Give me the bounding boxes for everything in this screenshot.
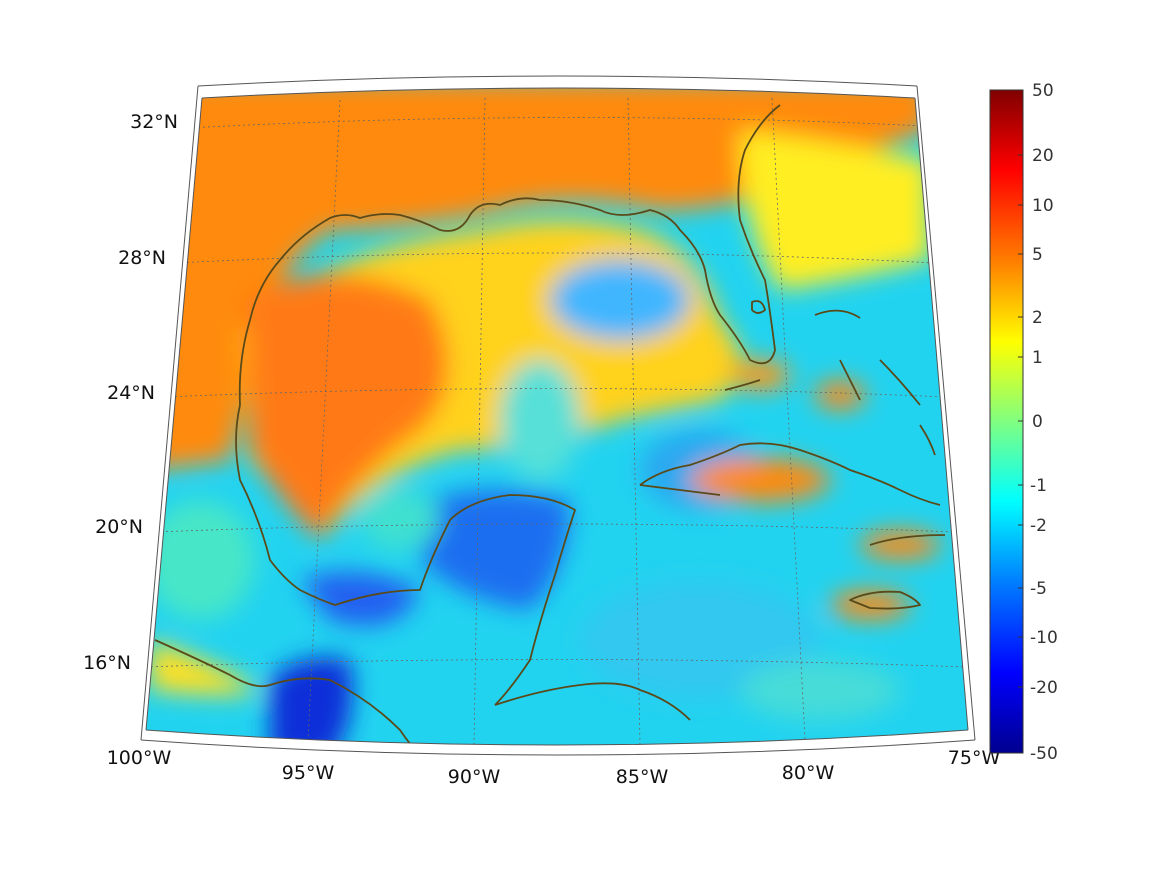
- colorbar-label-2: 2: [1032, 308, 1043, 328]
- lon-label-90w: 90°W: [448, 766, 501, 788]
- lat-label-16n: 16°N: [83, 652, 131, 674]
- colorbar-label-neg20: -20: [1030, 678, 1058, 698]
- longitude-labels: 100°W 95°W 90°W 85°W 80°W 75°W: [107, 747, 1001, 788]
- latitude-labels: 32°N 28°N 24°N 20°N 16°N: [83, 111, 178, 674]
- colorbar-label-neg2: -2: [1030, 516, 1047, 536]
- lat-label-32n: 32°N: [130, 111, 178, 133]
- colorbar-label-neg10: -10: [1030, 628, 1058, 648]
- lat-label-28n: 28°N: [118, 247, 166, 269]
- lat-label-20n: 20°N: [95, 516, 143, 538]
- graticule: [146, 97, 967, 745]
- colorbar-label-50: 50: [1032, 81, 1054, 101]
- lon-label-85w: 85°W: [616, 766, 669, 788]
- colorbar-label-neg1: -1: [1030, 476, 1047, 496]
- lat-label-24n: 24°N: [107, 382, 155, 404]
- colorbar-label-neg50: -50: [1030, 744, 1058, 764]
- colorbar-label-20: 20: [1032, 146, 1054, 166]
- map-frame: [140, 75, 976, 756]
- colorbar-label-10: 10: [1032, 196, 1054, 216]
- colorbar-label-0: 0: [1032, 412, 1043, 432]
- coastlines: [154, 104, 946, 745]
- colorbar: 50 20 10 5 2 1 0 -1 -2 -5 -10 -20 -50: [989, 81, 1058, 764]
- lon-label-80w: 80°W: [782, 762, 835, 784]
- colorbar-label-neg5: -5: [1030, 579, 1047, 599]
- lon-label-95w: 95°W: [282, 762, 335, 784]
- lon-label-75w: 75°W: [948, 747, 1001, 769]
- anomaly-field: [146, 88, 968, 745]
- lon-label-100w: 100°W: [107, 747, 172, 769]
- colorbar-gradient: [989, 89, 1024, 754]
- colorbar-label-1: 1: [1032, 348, 1043, 368]
- colorbar-label-5: 5: [1032, 245, 1043, 265]
